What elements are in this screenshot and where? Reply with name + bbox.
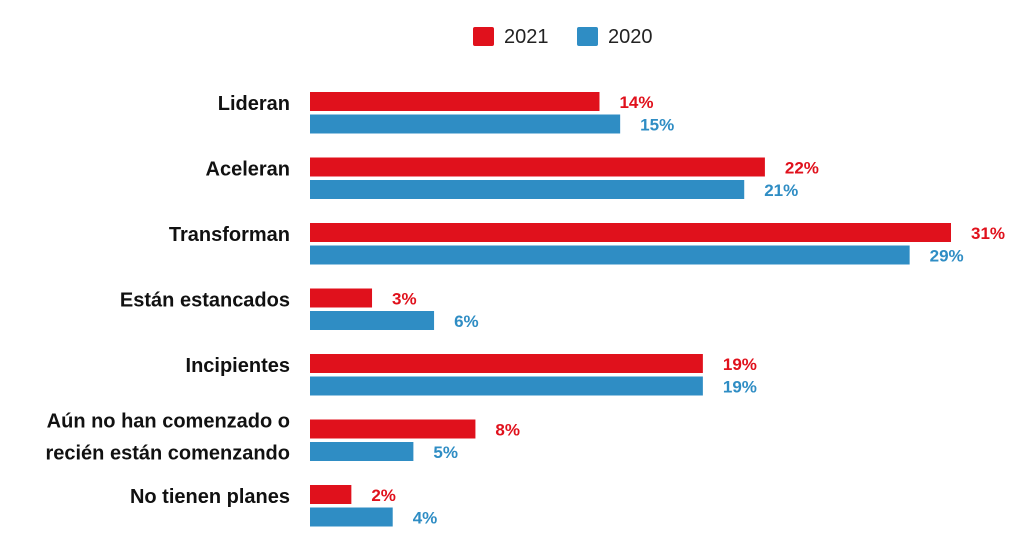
bar-2021 (310, 485, 352, 504)
data-label-2021: 31% (971, 224, 1005, 243)
category-label: Transforman (169, 224, 290, 246)
bar-2020 (310, 376, 703, 396)
legend-label-2021: 2021 (504, 26, 549, 48)
data-label-2021: 14% (619, 93, 653, 112)
data-label-2021: 19% (723, 355, 757, 374)
data-label-2020: 21% (764, 181, 798, 200)
category-label: Aún no han comenzado o (47, 410, 290, 432)
legend-swatch-2021 (473, 27, 494, 46)
bar-2021 (310, 288, 373, 308)
category-label: recién están comenzando (45, 442, 290, 464)
data-label-2021: 8% (495, 421, 520, 440)
value-labels: 14% 15% 22% 21% 31% 29% 3% 6% 19% 19% 8% 5% 2% 4% (371, 93, 1005, 528)
category-label: No tienen planes (130, 486, 290, 508)
data-label-2021: 22% (785, 159, 819, 178)
category-label: Incipientes (186, 355, 290, 377)
bar-2020 (310, 442, 414, 461)
bar-2021 (310, 92, 600, 111)
bar-2021 (310, 157, 765, 177)
bar-2020 (310, 180, 745, 199)
legend-swatch-2020 (577, 27, 598, 46)
bars (310, 92, 951, 527)
legend-label-2020: 2020 (608, 26, 653, 48)
data-label-2020: 4% (413, 509, 438, 528)
legend: 2021 2020 (473, 26, 653, 48)
category-label: Están estancados (120, 289, 290, 311)
data-label-2020: 6% (454, 312, 479, 331)
bar-2020 (310, 311, 435, 330)
data-label-2020: 5% (433, 443, 458, 462)
category-label: Lideran (218, 93, 290, 115)
bar-2020 (310, 114, 621, 134)
bar-2020 (310, 245, 910, 265)
bar-2021 (310, 223, 951, 242)
data-label-2020: 15% (640, 116, 674, 135)
data-label-2020: 29% (930, 247, 964, 266)
data-label-2020: 19% (723, 378, 757, 397)
bar-2020 (310, 507, 393, 527)
category-label: Aceleran (206, 158, 291, 180)
data-label-2021: 2% (371, 486, 396, 505)
category-labels: Lideran Aceleran Transforman Están estancad… (45, 93, 290, 508)
data-label-2021: 3% (392, 290, 417, 309)
bar-2021 (310, 354, 703, 373)
bar-2021 (310, 419, 476, 439)
